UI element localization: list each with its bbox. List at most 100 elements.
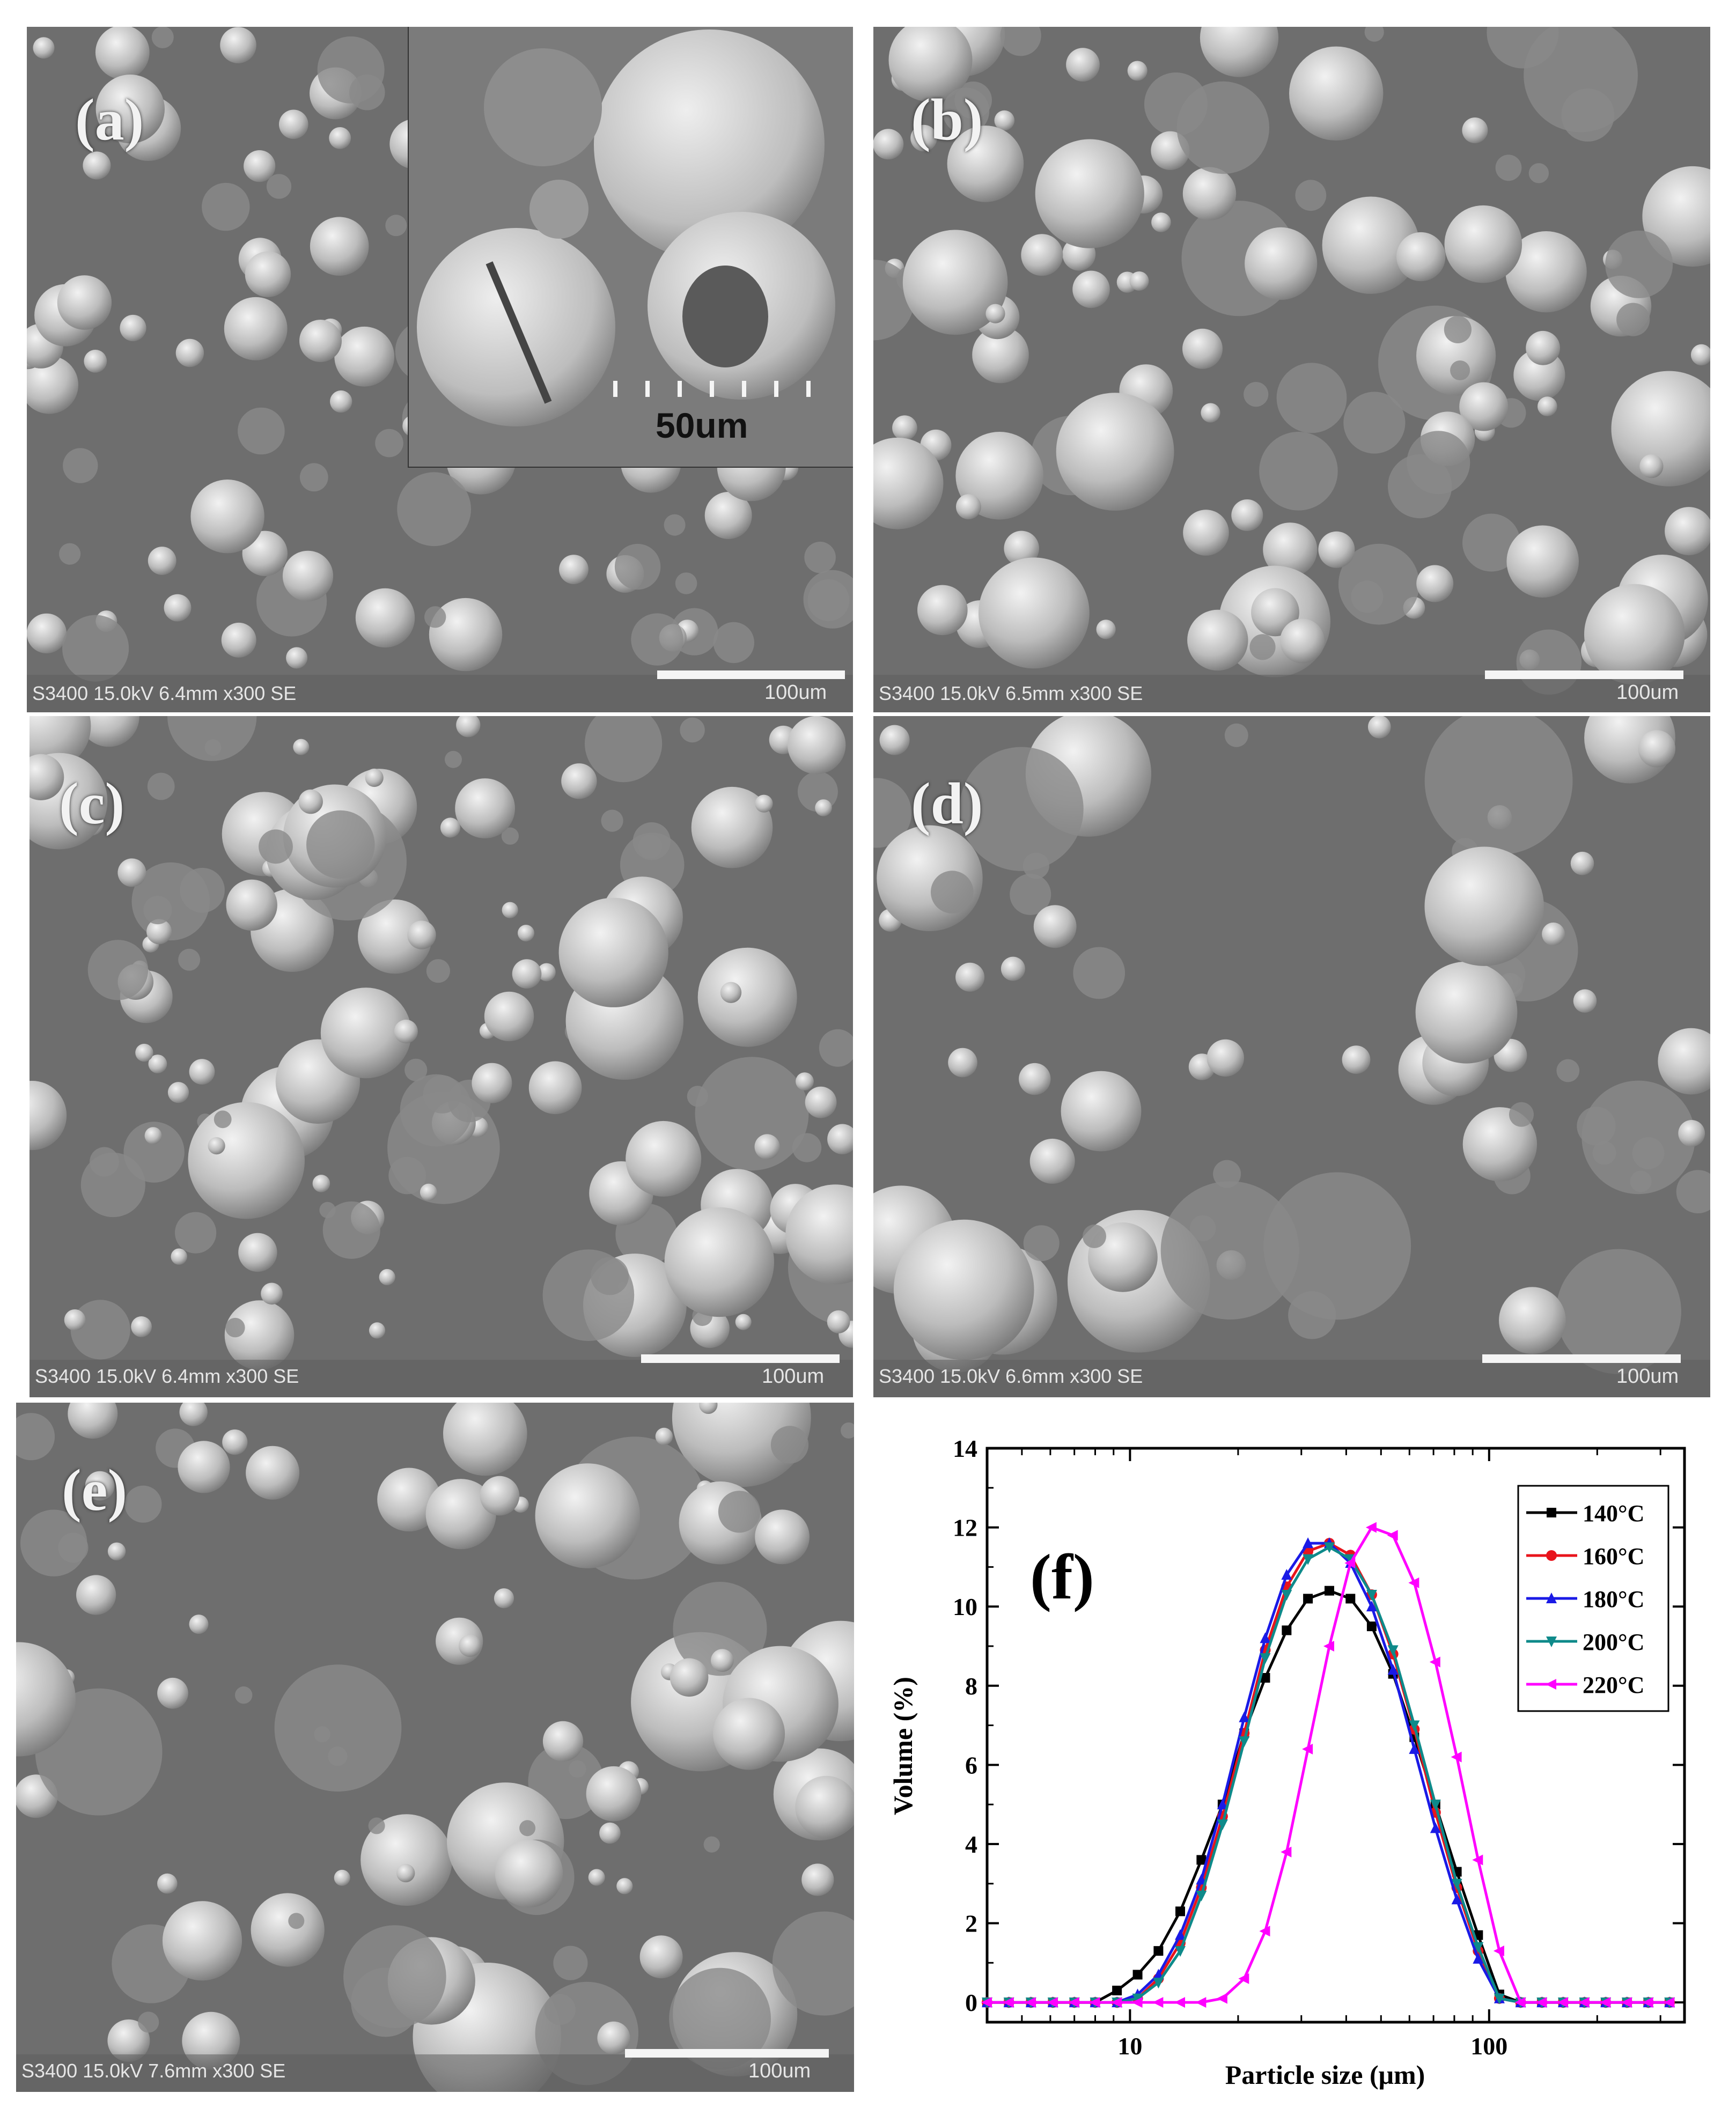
sem-particle [1611,371,1710,487]
sem-particle [123,1122,185,1183]
data-point [1112,1985,1122,1995]
sem-particle [1029,1138,1075,1184]
chart-axes: 0 2 4 6 8 10 12 14 10 100 [953,1435,1686,2060]
sem-particle [179,1403,208,1426]
sem-particle [1160,1181,1299,1320]
sem-particle [585,716,663,783]
sem-particle [358,899,432,974]
data-point [1281,1590,1292,1601]
sem-particle [879,725,910,755]
sem-particle [1509,1102,1534,1127]
sem-particle [322,1201,380,1259]
sem-particle [542,1249,635,1341]
sem-particle [78,716,139,747]
sem-particle [298,789,323,814]
scale-bar-c [641,1354,840,1363]
sem-panel-a: 50um (a) S3400 15.0kV 6.4mm x300 SE 100u… [27,27,853,712]
sem-particle [1201,403,1220,423]
sem-particle [167,716,257,761]
data-point [1196,1855,1207,1865]
data-point [1239,1711,1250,1722]
sem-particle [1524,27,1638,132]
sem-particle [559,555,589,584]
sem-particle [1072,270,1110,308]
sem-particle [720,982,742,1003]
chart-series-group [981,1522,1675,2009]
sem-particle [368,1817,385,1834]
data-point [1366,1601,1377,1612]
sem-particle [120,314,146,342]
sem-particles-c [30,716,853,1397]
legend-label: 200°C [1583,1629,1644,1655]
data-point [1451,1878,1462,1890]
sem-particle [225,1317,245,1338]
sem-particle [956,494,981,520]
sem-particle [1207,1039,1244,1077]
data-point [1153,1978,1164,1989]
data-point [1175,1906,1186,1917]
sem-particle [423,1075,461,1114]
data-point [1132,1993,1143,2004]
sem-particle [330,390,352,413]
data-point [1387,1645,1399,1656]
data-point [1366,1621,1377,1632]
sem-particle [1528,163,1549,183]
sem-info-strip [873,1360,1710,1397]
data-point [1557,1997,1568,2008]
sem-particle [601,809,623,832]
data-point [1281,1846,1292,1858]
sem-info-strip [27,675,853,712]
sem-info-c: S3400 15.0kV 6.4mm x300 SE [35,1365,299,1387]
sem-particle [397,472,471,547]
sem-particle [994,110,1015,131]
panel-label-f: (f) [1030,1541,1094,1612]
sem-particle [873,778,912,848]
sem-particle [917,585,968,636]
sem-particle [788,716,846,775]
data-point [1196,1874,1207,1885]
scale-label-c: 100um [762,1365,825,1388]
sem-particle [226,879,277,931]
sem-particle [1424,846,1544,966]
sem-particle [1506,525,1579,598]
sem-particle [95,27,150,79]
data-point [1282,1625,1292,1635]
sem-particle [528,1061,582,1115]
sem-particle [1665,507,1710,556]
sem-particle [310,217,369,276]
sem-particle [735,1314,752,1330]
data-point [1473,1952,1484,1964]
sem-particle [221,622,256,658]
sem-particle [664,1207,775,1317]
sem-particle [312,1175,330,1192]
sem-particle [164,594,192,622]
sem-particle [1556,1059,1580,1082]
sem-particle [1424,716,1573,855]
data-point [1303,1594,1313,1604]
sem-particle [244,150,276,182]
sem-panel-e: (e) S3400 15.0kV 7.6mm x300 SE 100um [16,1403,854,2092]
sem-particle [1035,139,1144,248]
scale-bar-d [1482,1354,1681,1363]
sem-particle [1187,609,1248,671]
sem-particle [1061,1071,1142,1152]
sem-particle [63,448,98,483]
sem-particle [796,1072,814,1090]
sem-particle [1073,947,1126,999]
scale-label-a: 100um [764,681,827,704]
sem-particle [713,622,755,664]
sem-particle [639,1935,683,1979]
data-point [1153,1946,1164,1956]
sem-particle [691,786,773,868]
sem-particle [675,572,697,594]
sem-particle [293,739,310,755]
sem-particle [1182,328,1223,369]
sem-particle [157,1677,188,1709]
sem-particle [819,1029,853,1067]
data-point [1430,1822,1441,1833]
sem-particle [673,1582,767,1676]
sem-particle [1263,1172,1411,1320]
sem-particle [1415,961,1518,1064]
sem-particle [931,871,974,913]
data-point [1429,1656,1440,1668]
